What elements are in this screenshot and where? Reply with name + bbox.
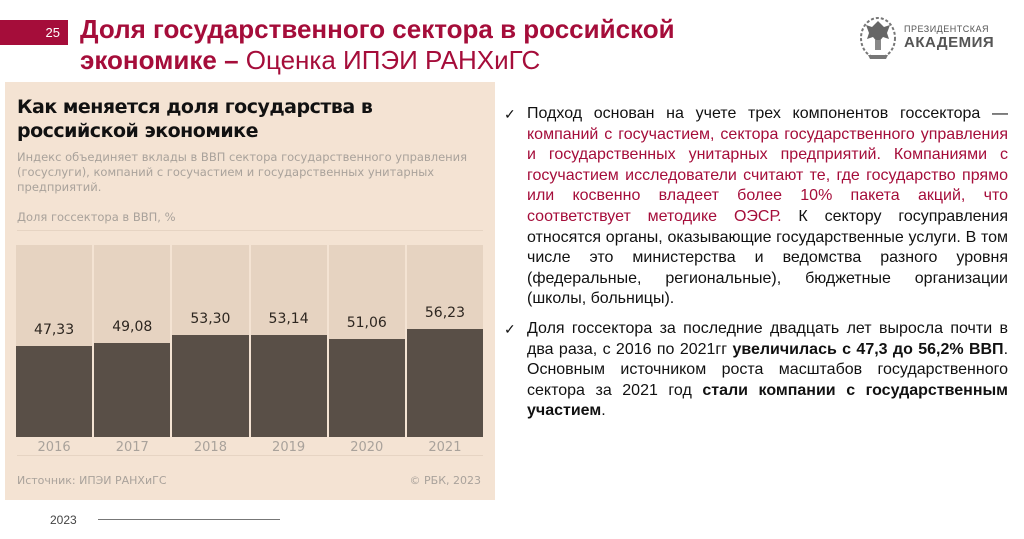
- divider: [17, 455, 483, 456]
- x-axis-labels: 2016 2017 2018 2019 2020 2021: [16, 440, 483, 455]
- bar-2017: 49,08: [94, 245, 171, 437]
- bullet1-part1: Подход основан на учете трех компонентов…: [527, 105, 1008, 122]
- bar-2019: 53,14: [250, 245, 327, 437]
- checkmark-icon: ✓: [504, 320, 516, 337]
- bar-fill: [406, 329, 484, 437]
- bullet-growth: ✓ Доля госсектора за последние двадцать …: [502, 319, 1008, 422]
- logo-line2: АКАДЕМИЯ: [904, 34, 995, 51]
- x-label: 2018: [193, 440, 227, 455]
- slide-title: Доля государственного сектора в российск…: [80, 14, 800, 76]
- x-label: 2020: [350, 440, 384, 455]
- x-label: 2017: [115, 440, 149, 455]
- bullet2-part3: . Основным источником роста масштабов го…: [527, 340, 1009, 399]
- bullet1-accent: компаний с госучастием, сектора государс…: [527, 125, 1008, 225]
- bar-value-label: 47,33: [34, 322, 75, 338]
- bullet1-part3: К сектору госуправления относятся органы…: [527, 207, 1008, 308]
- bar-value-label: 56,23: [424, 305, 465, 321]
- bar-2021: 56,23: [406, 245, 484, 437]
- chart-subtitle: Индекс объединяет вклады в ВВП сектора г…: [17, 150, 468, 194]
- double-headed-eagle-emblem-icon: [860, 16, 896, 59]
- x-label: 2019: [272, 440, 306, 455]
- bar-2016: 47,33: [16, 245, 93, 437]
- chart-panel: Как меняется доля государства в российск…: [5, 82, 495, 500]
- divider: [17, 230, 483, 231]
- chart-copyright: © РБК, 2023: [409, 474, 481, 487]
- bar-value-label: 49,08: [112, 319, 153, 335]
- bullet2-bold2: стали компании с государственным участие…: [527, 381, 1008, 420]
- bar-2018: 53,30: [172, 245, 249, 437]
- explanation-text: ✓ Подход основан на учете трех компонент…: [502, 104, 1008, 431]
- bullet-methodology: ✓ Подход основан на учете трех компонент…: [502, 104, 1008, 310]
- bullet2-part1: Доля госсектора за последние двадцать ле…: [527, 319, 1008, 358]
- chart-y-label: Доля госсектора в ВВП, %: [17, 210, 176, 224]
- title-line1: Доля государственного сектора в российск…: [80, 14, 675, 44]
- bar-fill: [94, 343, 171, 437]
- bar-chart: 47,33 49,08 53,30 53,14 51,06 56,23: [16, 245, 484, 437]
- slide-number: 25: [45, 25, 60, 40]
- footer-year: 2023: [50, 513, 77, 527]
- slide-number-badge: 25: [0, 20, 68, 45]
- bar-value-label: 51,06: [346, 315, 387, 331]
- presidential-academy-logo: ПРЕЗИДЕНТСКАЯ АКАДЕМИЯ: [858, 10, 1008, 65]
- checkmark-icon: ✓: [504, 106, 516, 122]
- x-label: 2021: [428, 440, 462, 455]
- bar-fill: [16, 346, 93, 437]
- bar-value-label: 53,30: [190, 311, 231, 327]
- x-label: 2016: [37, 440, 71, 455]
- title-line2-bold: экономике –: [80, 45, 239, 75]
- title-line2-regular: Оценка ИПЭИ РАНХиГС: [238, 45, 541, 75]
- bar-fill: [172, 335, 249, 437]
- bar-2020: 51,06: [328, 245, 405, 437]
- chart-source: Источник: ИПЭИ РАНХиГС: [17, 474, 167, 487]
- bullet2-bold1: увеличилась с 47,3 до 56,2% ВВП: [732, 340, 1004, 358]
- logo-line1: ПРЕЗИДЕНТСКАЯ: [904, 24, 990, 34]
- bar-fill: [250, 335, 327, 437]
- bar-value-label: 53,14: [268, 311, 309, 327]
- chart-title: Как меняется доля государства в российск…: [17, 96, 373, 142]
- bar-fill: [328, 339, 405, 437]
- bullet2-part5: .: [601, 402, 606, 420]
- footer-divider: [98, 519, 280, 520]
